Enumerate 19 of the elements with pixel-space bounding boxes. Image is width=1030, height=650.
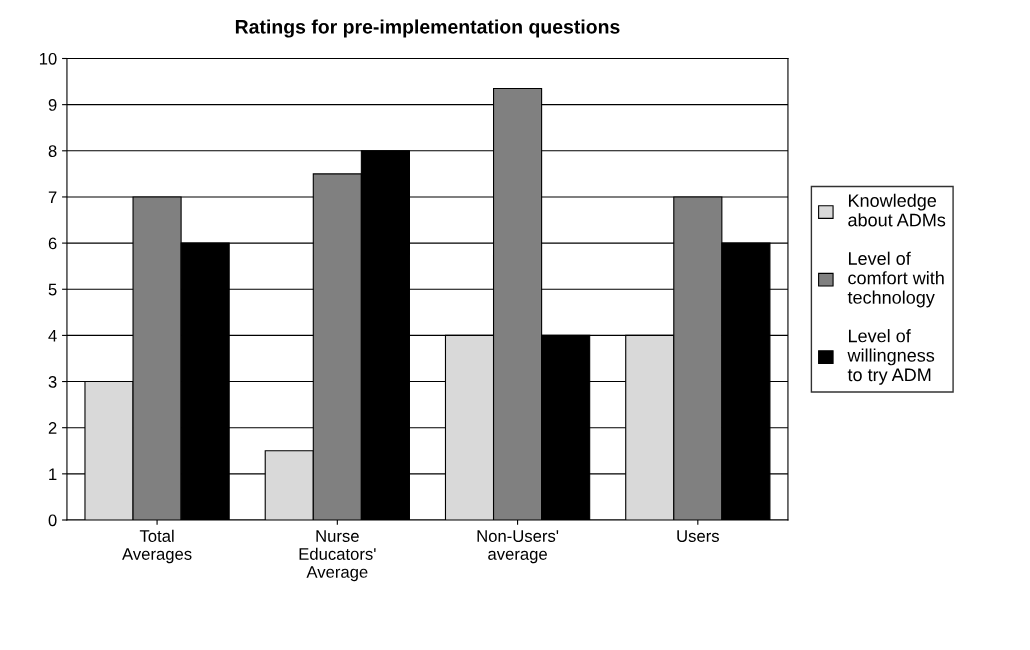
chart-title: Ratings for pre-implementation questions <box>235 19 620 38</box>
y-tick-label: 10 <box>39 52 57 65</box>
y-tick-label: 2 <box>48 422 57 434</box>
legend-label: Knowledge about ADMs <box>848 193 946 227</box>
y-tick-label: 0 <box>48 514 57 527</box>
y-tick-label: 6 <box>48 237 57 250</box>
y-tick-label: 5 <box>48 283 57 296</box>
y-tick-label: 1 <box>49 468 57 480</box>
x-tick-label: Total Averages <box>122 529 192 564</box>
y-tick-label: 4 <box>48 329 57 342</box>
y-tick-label: 9 <box>48 99 57 111</box>
x-tick-label: Nurse Educators' Average <box>299 530 376 582</box>
x-tick-label: Non-Users' average <box>477 530 559 564</box>
x-tick-label: Users <box>677 530 719 542</box>
legend-label: Level of comfort with technology <box>847 251 944 308</box>
legend-label: Level of willingness to try ADM <box>847 329 935 385</box>
y-tick-label: 7 <box>48 191 57 203</box>
y-tick-label: 8 <box>48 145 57 157</box>
y-tick-label: 3 <box>48 375 57 388</box>
